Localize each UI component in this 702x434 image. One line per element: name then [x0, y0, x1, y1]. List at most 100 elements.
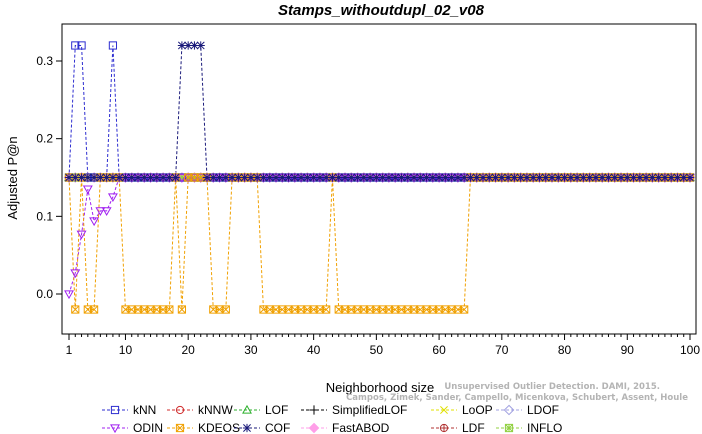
data-point-cof — [529, 173, 538, 182]
data-point-cof — [334, 173, 343, 182]
series-line-odin — [68, 177, 690, 295]
data-point-cof — [309, 173, 318, 182]
x-tick-label: 80 — [558, 343, 572, 357]
legend-label-inflo: INFLO — [527, 421, 562, 434]
data-point-cof — [152, 173, 161, 182]
data-point-cof — [190, 41, 199, 50]
series-markers-knn — [64, 41, 695, 182]
data-point-cof — [96, 173, 105, 182]
data-point-cof — [290, 173, 299, 182]
data-point-cof — [466, 173, 475, 182]
data-point-cof — [441, 173, 450, 182]
legend-item-inflo: INFLO — [496, 421, 562, 434]
legend-label-knnw: kNNW — [198, 403, 233, 417]
data-point-cof — [215, 173, 224, 182]
data-point-cof — [83, 173, 92, 182]
y-axis: 0.0 0.1 0.2 0.3 — [36, 54, 62, 301]
legend-label-ldf: LDF — [462, 421, 485, 434]
data-point-cof — [133, 173, 143, 182]
legend-item-cof: COF — [234, 421, 290, 434]
data-point-kdeos — [89, 305, 99, 314]
data-point-cof — [353, 173, 362, 182]
legend-label-loop: LoOP — [462, 403, 493, 417]
data-point-cof — [184, 41, 193, 50]
data-point-odin — [89, 217, 100, 227]
x-tick-label: 40 — [307, 343, 321, 357]
x-tick-label: 100 — [680, 343, 700, 357]
data-point-cof — [510, 173, 519, 182]
data-point-cof — [196, 41, 205, 50]
x-tick-label: 1 — [66, 343, 73, 357]
data-point-cof — [416, 173, 425, 182]
legend-marker-lof — [242, 404, 252, 414]
data-point-cof — [315, 173, 325, 182]
data-point-cof — [271, 173, 281, 182]
data-point-cof — [391, 173, 400, 182]
data-point-cof — [240, 173, 249, 182]
data-point-cof — [77, 173, 86, 182]
data-point-odin — [176, 173, 187, 183]
data-point-cof — [585, 173, 594, 182]
data-point-knn — [71, 41, 80, 50]
data-point-cof — [158, 173, 168, 182]
series-line-cof — [69, 44, 690, 178]
legend-marker-loop — [440, 406, 448, 414]
x-tick-label: 60 — [432, 343, 446, 357]
data-point-cof — [202, 173, 212, 182]
data-point-cof — [648, 173, 657, 182]
legend-marker-fastabod — [308, 422, 320, 434]
credit-line-2: Campos, Zimek, Sander, Campello, Micenko… — [346, 393, 688, 403]
legend-label-cof: COF — [265, 421, 290, 434]
credit-line-1: Unsupervised Outlier Detection. DAMI, 20… — [444, 382, 660, 392]
legend-label-fastabod: FastABOD — [332, 421, 390, 434]
data-point-cof — [102, 173, 111, 182]
data-point-cof — [328, 173, 337, 182]
data-point-cof — [535, 173, 544, 182]
data-point-cof — [679, 173, 688, 182]
data-point-cof — [566, 173, 575, 182]
data-point-cof — [140, 173, 149, 182]
data-point-kdeos — [322, 305, 331, 314]
legend-label-ldof: LDOF — [527, 403, 559, 417]
data-point-cof — [591, 173, 601, 182]
data-point-cof — [409, 173, 419, 182]
data-point-cof — [171, 173, 180, 182]
legend-item-ldof: LDOF — [496, 403, 559, 417]
data-point-odin — [70, 269, 81, 279]
data-point-cof — [296, 173, 306, 182]
data-point-odin — [64, 290, 74, 300]
data-point-cof — [428, 173, 437, 182]
data-point-cof — [629, 173, 638, 182]
data-point-kdeos — [71, 305, 80, 314]
data-point-cof — [667, 173, 676, 182]
data-point-cof — [434, 173, 444, 182]
data-point-cof — [340, 173, 350, 182]
data-point-cof — [303, 173, 312, 182]
legend-item-lof: LOF — [234, 403, 288, 417]
data-point-kdeos — [460, 305, 469, 314]
data-point-cof — [478, 173, 488, 182]
data-point-cof — [278, 173, 287, 182]
legend-marker-knnw — [175, 405, 185, 415]
data-point-cof — [635, 173, 644, 182]
data-point-cof — [422, 173, 431, 182]
data-point-cof — [359, 173, 368, 182]
data-point-cof — [491, 173, 500, 182]
data-point-cof — [503, 173, 513, 182]
data-point-cof — [234, 173, 243, 182]
legend-item-simplifiedlof: SimplifiedLOF — [301, 403, 407, 417]
series-markers-cof — [64, 41, 695, 182]
data-point-cof — [177, 41, 187, 50]
data-point-cof — [71, 173, 80, 182]
data-point-cof — [64, 173, 74, 182]
data-point-cof — [604, 173, 613, 182]
data-point-odin — [76, 230, 87, 240]
data-point-odin — [107, 193, 118, 203]
x-tick-label: 20 — [182, 343, 196, 357]
data-point-cof — [673, 173, 682, 182]
data-point-cof — [384, 173, 394, 182]
data-point-cof — [146, 173, 155, 182]
series-markers — [63, 41, 696, 314]
legend-item-odin: ODIN — [102, 421, 163, 434]
